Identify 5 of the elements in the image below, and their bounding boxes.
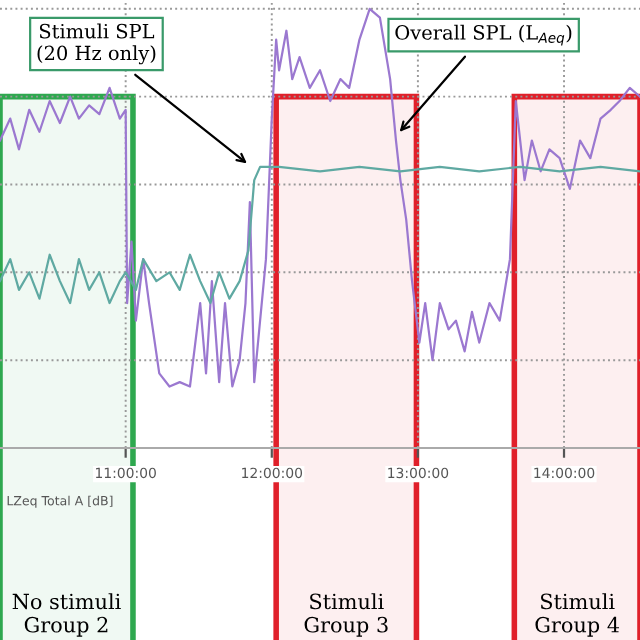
annotation: Stimuli SPL (20 Hz only) bbox=[37, 23, 156, 65]
annotation: Overall SPL (L$_{Aeq}$) bbox=[395, 24, 572, 46]
band-label: No stimuli Group 2 bbox=[12, 593, 121, 637]
band-label: Stimuli Group 4 bbox=[535, 593, 620, 637]
band-label: Stimuli Group 3 bbox=[304, 593, 388, 637]
